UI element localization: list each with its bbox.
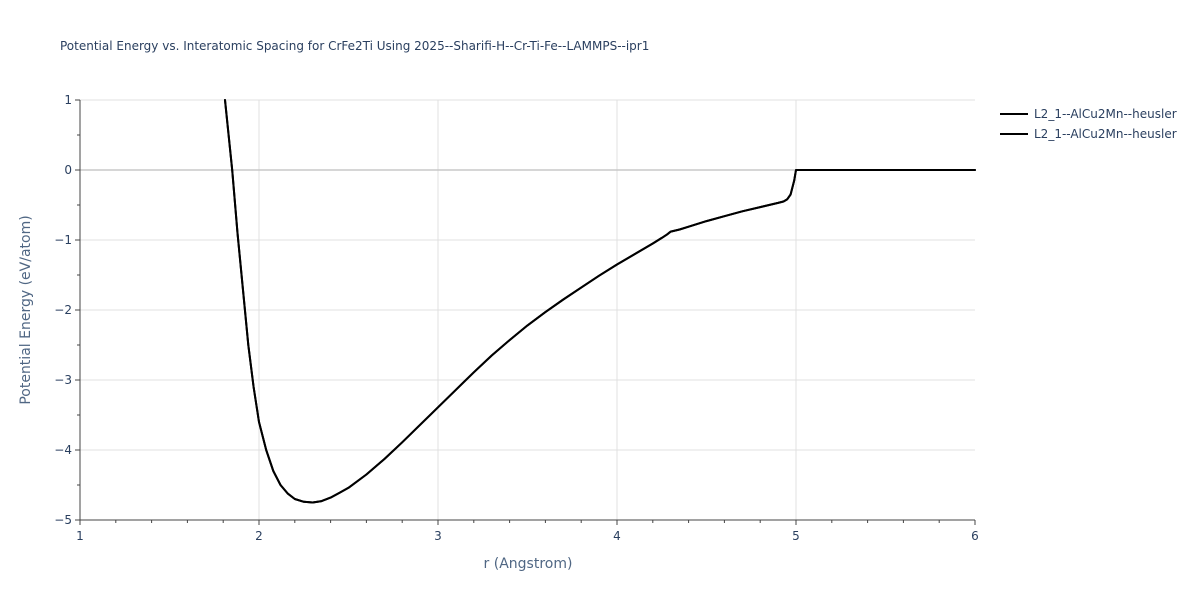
plot-area <box>224 99 976 504</box>
axes <box>75 99 976 525</box>
y-axis-label: Potential Energy (eV/atom) <box>18 215 34 404</box>
x-tick-label: 4 <box>613 529 621 543</box>
y-tick-label: −1 <box>54 233 72 247</box>
series-line-1 <box>224 99 976 504</box>
x-tick-label: 1 <box>76 529 84 543</box>
x-axis-label: r (Angstrom) <box>484 556 573 572</box>
x-tick-label: 3 <box>434 529 442 543</box>
legend-label-2[interactable]: L2_1--AlCu2Mn--heusler <box>1034 127 1177 141</box>
y-tick-label: −2 <box>54 303 72 317</box>
grid-lines <box>80 99 975 520</box>
x-tick-label: 5 <box>792 529 800 543</box>
chart-title: Potential Energy vs. Interatomic Spacing… <box>60 39 649 53</box>
tick-labels: 1 2 3 4 5 6 1 0 −1 −2 −3 −4 −5 <box>54 93 979 543</box>
x-tick-label: 2 <box>255 529 263 543</box>
y-tick-label: 1 <box>64 93 72 107</box>
y-tick-label: −3 <box>54 373 72 387</box>
series-line-2 <box>224 99 976 504</box>
legend-label-1[interactable]: L2_1--AlCu2Mn--heusler <box>1034 107 1177 121</box>
y-tick-label: −4 <box>54 443 72 457</box>
x-tick-label: 6 <box>971 529 979 543</box>
legend[interactable]: L2_1--AlCu2Mn--heusler L2_1--AlCu2Mn--heu… <box>1000 107 1177 141</box>
y-tick-label: 0 <box>64 163 72 177</box>
y-tick-label: −5 <box>54 513 72 527</box>
